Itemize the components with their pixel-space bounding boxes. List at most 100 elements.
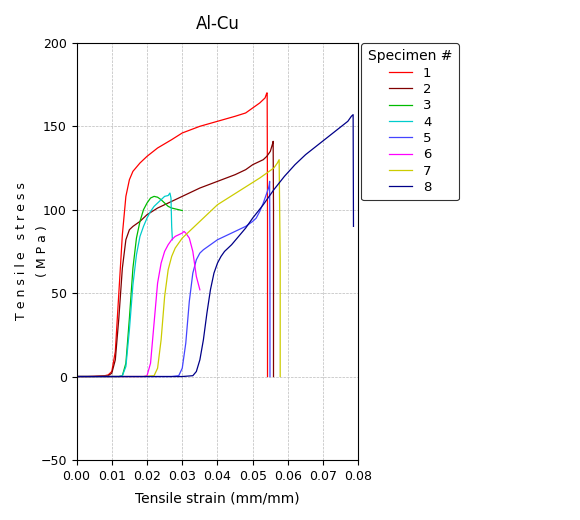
Line: 3: 3 — [77, 197, 182, 376]
4 — [133, 252, 140, 258]
8 — [211, 270, 218, 276]
1 — [143, 153, 150, 160]
6 — [129, 373, 136, 380]
6 — [179, 230, 186, 236]
1 — [126, 177, 133, 183]
7 — [140, 373, 147, 380]
1 — [264, 215, 271, 221]
5 — [175, 372, 182, 379]
Line: 5: 5 — [77, 181, 270, 376]
8 — [249, 215, 256, 221]
1 — [263, 90, 270, 96]
8 — [73, 373, 80, 380]
3 — [133, 235, 140, 241]
1 — [214, 118, 221, 124]
3 — [165, 203, 172, 210]
7 — [175, 240, 182, 246]
4 — [119, 372, 126, 379]
7 — [168, 253, 175, 259]
5 — [154, 373, 161, 380]
3 — [179, 207, 186, 214]
8 — [197, 357, 204, 363]
8 — [345, 118, 351, 124]
4 — [161, 193, 168, 200]
7 — [154, 365, 161, 371]
6 — [168, 237, 175, 243]
2 — [249, 162, 256, 168]
8 — [218, 253, 224, 259]
4 — [165, 192, 172, 199]
6 — [147, 360, 154, 366]
3 — [147, 195, 154, 201]
6 — [151, 320, 158, 326]
1 — [112, 348, 119, 355]
8 — [179, 373, 186, 380]
5 — [189, 270, 196, 276]
5 — [266, 373, 273, 380]
2 — [122, 237, 129, 243]
7 — [115, 373, 122, 380]
7 — [161, 293, 168, 300]
6 — [180, 228, 187, 235]
5 — [182, 340, 189, 346]
2 — [269, 140, 276, 146]
2 — [119, 265, 126, 271]
7 — [270, 165, 277, 171]
5 — [266, 178, 273, 185]
3 — [119, 372, 126, 379]
5 — [73, 373, 80, 380]
7 — [274, 160, 281, 166]
6 — [158, 260, 165, 266]
2 — [90, 373, 97, 380]
4 — [169, 237, 176, 243]
2 — [154, 205, 161, 211]
7 — [200, 215, 207, 221]
5 — [136, 373, 143, 380]
1 — [119, 231, 126, 238]
7 — [277, 373, 284, 380]
4 — [168, 223, 175, 229]
8 — [323, 135, 330, 141]
5 — [249, 218, 256, 225]
1 — [256, 100, 263, 106]
1 — [84, 373, 90, 380]
5 — [168, 373, 175, 380]
2 — [136, 218, 143, 225]
3 — [122, 360, 129, 366]
7 — [263, 170, 270, 176]
4 — [143, 215, 150, 221]
2 — [73, 373, 80, 380]
5 — [193, 257, 200, 263]
2 — [270, 138, 277, 145]
1 — [179, 130, 186, 136]
2 — [108, 370, 115, 376]
5 — [207, 242, 214, 248]
Line: 2: 2 — [77, 141, 274, 376]
1 — [168, 137, 175, 143]
4 — [126, 327, 133, 333]
6 — [182, 230, 189, 236]
4 — [136, 233, 143, 240]
6 — [165, 242, 172, 248]
8 — [350, 223, 357, 229]
8 — [235, 233, 242, 240]
3 — [126, 315, 133, 321]
1 — [105, 372, 112, 378]
8 — [207, 287, 214, 293]
7 — [207, 208, 214, 214]
8 — [204, 310, 211, 316]
5 — [266, 181, 273, 188]
1 — [102, 372, 108, 379]
Title: Al-Cu: Al-Cu — [195, 15, 240, 33]
6 — [172, 233, 179, 240]
8 — [228, 242, 235, 248]
8 — [350, 111, 357, 118]
3 — [168, 205, 175, 211]
1 — [197, 123, 204, 129]
3 — [175, 206, 182, 213]
4 — [168, 195, 175, 201]
6 — [108, 373, 115, 380]
7 — [151, 372, 158, 379]
7 — [186, 228, 193, 235]
6 — [140, 373, 147, 380]
